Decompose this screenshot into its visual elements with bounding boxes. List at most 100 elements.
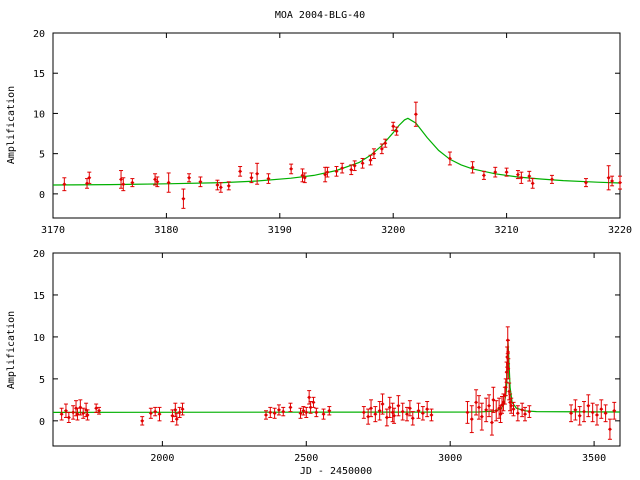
top-data-point	[606, 165, 611, 191]
top-ytick-label: 20	[33, 29, 45, 40]
point-marker	[515, 411, 520, 416]
top-xtick-label: 3180	[154, 225, 178, 236]
point-marker	[181, 196, 186, 201]
top-data-point	[302, 172, 307, 184]
bottom-data-point	[387, 396, 392, 418]
bottom-data-point	[81, 407, 86, 419]
point-marker	[506, 350, 511, 355]
point-marker	[352, 163, 357, 168]
top-data-point	[383, 138, 388, 148]
bottom-data-point	[157, 406, 162, 422]
point-marker	[373, 412, 378, 417]
bottom-data-point	[94, 403, 99, 413]
point-marker	[509, 403, 514, 408]
top-data-point	[323, 166, 328, 183]
point-marker	[573, 407, 578, 412]
top-data-point	[352, 160, 357, 172]
top-data-point	[218, 182, 223, 193]
bottom-data-point	[603, 404, 608, 423]
bottom-data-point	[59, 407, 64, 421]
top-data-point	[155, 176, 160, 188]
bottom-ytick-label: 5	[39, 375, 45, 386]
point-marker	[266, 176, 271, 181]
point-marker	[302, 175, 307, 180]
bottom-data-point	[75, 407, 80, 421]
top-data-point	[153, 173, 158, 186]
bottom-data-point	[515, 405, 520, 422]
bottom-data-point	[498, 405, 503, 424]
point-marker	[491, 397, 496, 402]
bottom-axis-ticks: 2000 2500 3000 3500 0 5 10 15 20	[33, 249, 620, 464]
bottom-data-point	[489, 409, 494, 436]
point-marker	[174, 417, 179, 422]
point-marker	[349, 167, 354, 172]
point-marker	[140, 418, 145, 423]
point-marker	[298, 411, 303, 416]
point-marker	[527, 409, 532, 414]
bottom-data-point	[170, 409, 175, 423]
point-marker	[511, 407, 516, 412]
point-marker	[166, 180, 171, 185]
top-data-point	[413, 101, 418, 127]
point-marker	[519, 175, 524, 180]
point-marker	[504, 170, 509, 175]
top-data-point	[610, 175, 615, 187]
point-marker	[130, 180, 135, 185]
point-marker	[198, 179, 203, 184]
point-marker	[507, 389, 512, 394]
bottom-data-point	[474, 389, 479, 416]
bottom-data-point	[314, 407, 319, 418]
point-marker	[413, 112, 418, 117]
bottom-data-point	[586, 394, 591, 418]
top-data-point	[187, 173, 192, 183]
point-marker	[577, 413, 582, 418]
point-marker	[218, 185, 223, 190]
top-data-points	[62, 101, 622, 209]
top-data-point	[325, 166, 330, 178]
top-data-point	[530, 178, 535, 189]
bottom-data-point	[304, 406, 309, 418]
point-marker	[582, 409, 587, 414]
bottom-data-point	[321, 408, 326, 420]
bottom-data-point	[590, 402, 595, 423]
bottom-data-point	[405, 406, 410, 422]
point-marker	[447, 156, 452, 161]
top-data-point	[519, 171, 524, 184]
bottom-data-point	[484, 397, 489, 423]
point-marker	[416, 408, 421, 413]
point-marker	[420, 411, 425, 416]
bottom-data-point	[612, 401, 617, 420]
top-data-point	[493, 166, 498, 178]
bottom-xtick-label: 2000	[150, 453, 174, 464]
top-axis-ticks: 3170 3180 3190 3200 3210 3220 0 5 10 15 20	[33, 29, 632, 236]
point-marker	[87, 175, 92, 180]
point-marker	[255, 171, 260, 176]
top-data-point	[515, 170, 520, 180]
point-marker	[610, 179, 615, 183]
bottom-data-point	[180, 402, 185, 416]
bottom-data-point	[380, 393, 385, 415]
bottom-data-point	[507, 382, 512, 401]
point-marker	[308, 405, 313, 410]
top-data-point	[181, 188, 186, 209]
bottom-model-curve	[52, 341, 621, 413]
bottom-ytick-label: 15	[33, 291, 45, 302]
point-marker	[476, 405, 481, 410]
top-data-point	[360, 157, 365, 169]
top-ytick-label: 15	[33, 69, 45, 80]
top-data-point	[266, 173, 271, 184]
bottom-data-point	[384, 408, 389, 427]
bottom-data-point	[392, 407, 397, 424]
bottom-data-point	[301, 406, 306, 416]
top-data-point	[62, 177, 67, 192]
point-marker	[153, 177, 158, 182]
bottom-data-point	[373, 406, 378, 423]
bottom-data-point	[298, 407, 303, 419]
bottom-data-point	[523, 406, 528, 422]
point-marker	[508, 400, 513, 405]
point-marker	[527, 174, 532, 179]
top-data-point	[238, 166, 243, 177]
point-marker	[470, 165, 475, 170]
bottom-plot-frame	[52, 252, 621, 447]
point-marker	[384, 415, 389, 420]
